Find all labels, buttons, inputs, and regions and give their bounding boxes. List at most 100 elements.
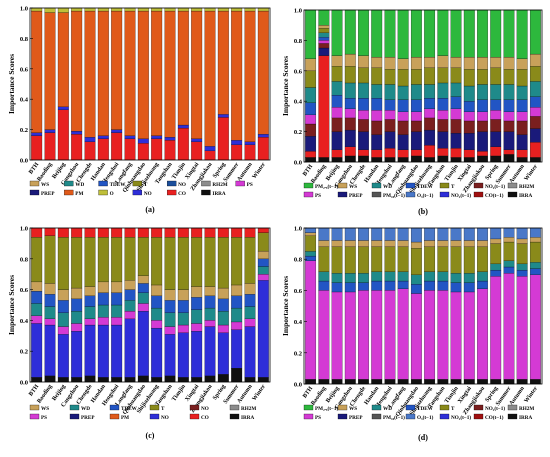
bar-segment-CO-7 xyxy=(124,227,136,238)
legend-swatch-RH2M xyxy=(229,404,240,411)
legend-swatch-T xyxy=(149,404,160,411)
bar-segment-CO-3 xyxy=(71,227,83,238)
bar-segment-WD-2 xyxy=(331,273,343,283)
bar-segment-WS-7 xyxy=(397,240,409,247)
bar-segment-IRRA-4 xyxy=(84,375,96,383)
bar-segment-O3-4 xyxy=(84,7,96,12)
bar-segment-O3-16 xyxy=(244,7,256,12)
x-tick-label: Winter xyxy=(252,383,268,402)
legend-swatch-T xyxy=(132,180,143,187)
bar-segment-NO2_lag-15 xyxy=(503,120,515,132)
bar-segment-TDEW-17 xyxy=(257,258,269,267)
bar-segment-WS-15 xyxy=(503,56,515,70)
bar-segment-WD-14 xyxy=(490,84,502,100)
legend-label: CO(t−1) xyxy=(485,192,504,199)
bar-segment-WS-1 xyxy=(318,240,330,247)
legend-swatch-PS xyxy=(235,180,245,187)
bar-segment-WD-10 xyxy=(437,271,449,282)
legend-swatch-WD xyxy=(69,404,80,411)
bar-segment-IRRA-1 xyxy=(44,375,56,383)
bar-segment-WD-6 xyxy=(384,84,396,100)
bar-segment-WS-5 xyxy=(371,240,383,247)
bar-segment-T-0 xyxy=(305,70,317,88)
bar-segment-IRRA-10 xyxy=(437,379,449,385)
plot-area xyxy=(30,228,270,382)
bar-segment-NO2-7 xyxy=(124,135,136,139)
bar-segment-T-9 xyxy=(424,246,436,272)
bar-segment-NO2-7 xyxy=(124,318,136,378)
legend-label: NO xyxy=(161,415,169,421)
bar-segment-TDEW-14 xyxy=(490,99,502,111)
bar-segment-TDEW-5 xyxy=(97,292,109,306)
bar-segment-NO2_lag-8 xyxy=(410,120,422,132)
bar-segment-WD-9 xyxy=(424,84,436,99)
bar-segment-IRRA-0 xyxy=(305,379,317,385)
bar-segment-CO-3 xyxy=(344,146,356,157)
legend-label: PS xyxy=(41,415,47,421)
legend-swatch-IRRA xyxy=(229,413,240,420)
y-tick-label: 0.8 xyxy=(20,256,29,263)
bar-segment-NO2-13 xyxy=(204,146,216,152)
legend-swatch-RH2M xyxy=(201,180,211,187)
bar-segment-NO2-0 xyxy=(31,132,43,136)
legend-label: NO xyxy=(144,191,152,197)
bar-segment-NO2-4 xyxy=(84,324,96,376)
bar-segment-WD-5 xyxy=(371,271,383,282)
bar-segment-O3_lag-4 xyxy=(358,227,369,241)
bar-segment-NO2-9 xyxy=(151,327,163,378)
y-tick-label: 0.0 xyxy=(294,382,302,389)
bar-segment-O3_lag-15 xyxy=(503,227,515,238)
bar-segment-WS-6 xyxy=(384,56,396,70)
bar-segment-NO2-6 xyxy=(111,324,123,378)
bar-segment-CO-16 xyxy=(244,144,256,161)
bar-segment-WD-2 xyxy=(331,81,343,96)
bar-segment-T-8 xyxy=(410,248,422,275)
bar-segment-T-14 xyxy=(490,243,502,265)
bar-segment-PS-8 xyxy=(410,111,422,122)
bar-segment-WD-0 xyxy=(305,87,317,103)
bar-segment-WS-1 xyxy=(318,25,330,29)
bar-segment-O3_lag-13 xyxy=(477,227,488,241)
y-tick-label: 0.2 xyxy=(20,127,28,134)
bar-segment-PREP-13 xyxy=(477,131,488,152)
bar-segment-WS-16 xyxy=(516,58,528,70)
bar-segment-NO2_lag-1 xyxy=(318,43,330,49)
bar-segment-WD-7 xyxy=(124,300,136,312)
bar-segment-NO2-3 xyxy=(71,130,83,135)
bar-segment-PS-8 xyxy=(410,293,422,380)
bar-segment-CO-9 xyxy=(424,145,436,158)
bar-segment-WS-0 xyxy=(305,232,317,236)
bar-segment-TDEW-11 xyxy=(450,96,462,109)
bar-segment-NO2-5 xyxy=(97,135,109,139)
bar-segment-O3-7 xyxy=(124,7,136,12)
bar-segment-WD-9 xyxy=(424,271,436,282)
bar-segment-IRRA-15 xyxy=(231,368,243,383)
bar-segment-WD-15 xyxy=(503,84,515,100)
legend-label: NO₂(t−1) xyxy=(485,183,505,190)
bar-segment-T-0 xyxy=(31,237,43,283)
bar-segment-O3-1 xyxy=(44,7,56,13)
bar-segment-IRRA-16 xyxy=(516,157,528,163)
legend-swatch-PM10_lag xyxy=(371,191,382,198)
bar-segment-CO-17 xyxy=(529,142,541,158)
bar-segment-PM10-8 xyxy=(137,10,149,139)
legend-swatch-T xyxy=(439,182,450,189)
bar-segment-WD-6 xyxy=(111,304,123,318)
bar-segment-TDEW-3 xyxy=(71,298,83,312)
bar-segment-CO-2 xyxy=(331,149,343,158)
legend-label: T xyxy=(451,184,455,190)
legend-label: RH2M xyxy=(519,184,534,190)
bar-segment-PM25_lag-11 xyxy=(450,9,462,58)
bar-segment-WD-15 xyxy=(503,260,515,268)
bar-segment-PM25_lag-12 xyxy=(463,9,475,58)
bar-segment-TDEW-7 xyxy=(397,280,409,289)
legend-swatch-IRRA xyxy=(507,413,518,420)
bar-segment-TDEW-0 xyxy=(31,291,43,304)
legend-swatch-NO2_lag xyxy=(473,404,484,411)
bar-segment-WD-1 xyxy=(318,32,330,38)
legend-label: NO₂(t−1) xyxy=(485,405,505,412)
bar-segment-O3_lag-10 xyxy=(437,227,449,241)
bar-segment-PREP-4 xyxy=(358,131,369,150)
legend-label: WD xyxy=(383,406,392,412)
bar-segment-PS-2 xyxy=(57,326,69,335)
